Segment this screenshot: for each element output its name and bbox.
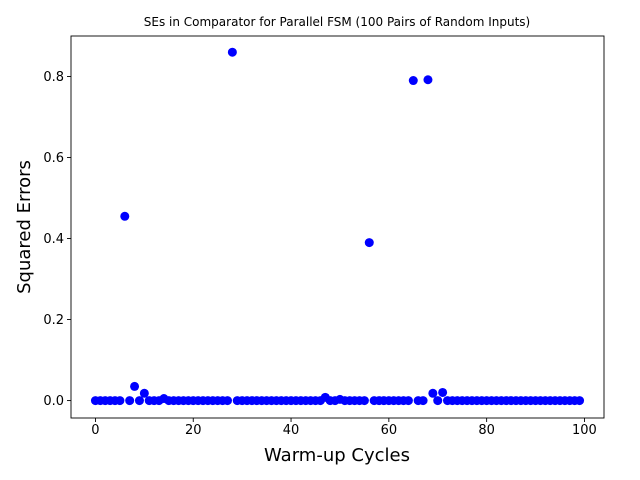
data-point <box>428 388 438 398</box>
x-tick-label: 60 <box>381 423 398 438</box>
data-point <box>227 47 237 57</box>
data-point <box>438 387 448 397</box>
data-point <box>359 396 369 406</box>
axes-frame <box>70 35 605 419</box>
x-tick-label: 40 <box>283 423 300 438</box>
x-tick-label: 0 <box>91 423 99 438</box>
data-point <box>418 396 428 406</box>
x-tick-label: 80 <box>478 423 495 438</box>
y-tick-label: 0.2 <box>43 313 64 328</box>
data-point <box>130 381 140 391</box>
data-point <box>139 388 149 398</box>
data-point <box>364 238 374 248</box>
y-tick-label: 0.6 <box>43 151 64 166</box>
data-point <box>222 396 232 406</box>
y-tick-label: 0.0 <box>43 394 64 409</box>
y-tick-label: 0.8 <box>43 70 64 85</box>
data-point <box>403 396 413 406</box>
x-tick-label: 100 <box>572 423 597 438</box>
x-axis-label: Warm-up Cycles <box>264 445 410 466</box>
data-point <box>115 396 125 406</box>
chart-title: SEs in Comparator for Parallel FSM (100 … <box>144 15 530 29</box>
y-tick-label: 0.4 <box>43 232 64 247</box>
data-point <box>134 396 144 406</box>
data-point <box>120 211 130 221</box>
data-point <box>575 396 585 406</box>
y-axis-label: Squared Errors <box>14 160 35 294</box>
data-point <box>408 76 418 86</box>
plot-area: 0 20 40 60 80 100 0.0 0.2 0.4 0.6 0.8 <box>43 35 605 438</box>
data-point <box>423 75 433 85</box>
data-point <box>125 396 135 406</box>
x-tick-label: 20 <box>185 423 202 438</box>
data-point <box>433 396 443 406</box>
